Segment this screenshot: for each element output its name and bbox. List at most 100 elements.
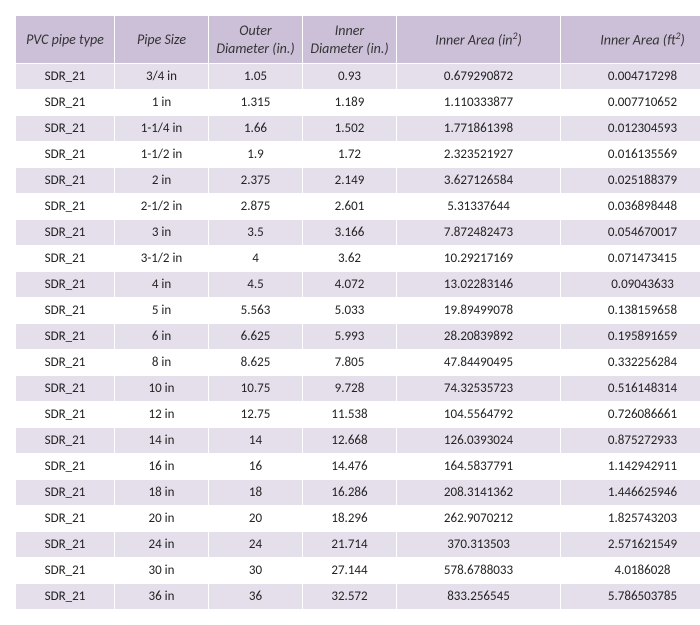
cell: 0.516148314 — [561, 376, 700, 402]
table-row: SDR_2120 in2018.296262.90702121.82574320… — [16, 506, 700, 532]
cell: 1.315 — [209, 90, 303, 116]
table-row: SDR_211-1/2 in1.91.722.3235219270.016135… — [16, 142, 700, 168]
cell: 10.75 — [209, 376, 303, 402]
table-row: SDR_218 in8.6257.80547.844904950.3322562… — [16, 350, 700, 376]
cell: 7.805 — [303, 350, 397, 376]
table-row: SDR_211 in1.3151.1891.1103338770.0077106… — [16, 90, 700, 116]
table-row: SDR_211-1/4 in1.661.5021.7718613980.0123… — [16, 116, 700, 142]
cell: 0.036898448 — [561, 194, 700, 220]
col-header-1: Pipe Size — [115, 16, 209, 64]
cell: 0.726086661 — [561, 402, 700, 428]
cell: 6.625 — [209, 324, 303, 350]
cell: 1.502 — [303, 116, 397, 142]
cell: SDR_21 — [16, 298, 115, 324]
col-header-3: Inner Diameter (in.) — [303, 16, 397, 64]
table-row: SDR_2130 in3027.144578.67880334.0186028 — [16, 558, 700, 584]
cell: 8.625 — [209, 350, 303, 376]
cell: 12.75 — [209, 402, 303, 428]
table-row: SDR_214 in4.54.07213.022831460.09043633 — [16, 272, 700, 298]
cell: 16 in — [115, 454, 209, 480]
cell: SDR_21 — [16, 454, 115, 480]
cell: 1 in — [115, 90, 209, 116]
cell: 3.5 — [209, 220, 303, 246]
cell: 5.786503785 — [561, 584, 700, 610]
cell: 0.138159658 — [561, 298, 700, 324]
cell: 2 in — [115, 168, 209, 194]
cell: SDR_21 — [16, 558, 115, 584]
cell: 24 in — [115, 532, 209, 558]
cell: SDR_21 — [16, 480, 115, 506]
cell: 1-1/4 in — [115, 116, 209, 142]
cell: 7.872482473 — [397, 220, 561, 246]
cell: 3-1/2 in — [115, 246, 209, 272]
cell: 11.538 — [303, 402, 397, 428]
col-header-4: Inner Area (in2) — [397, 16, 561, 64]
cell: 1.825743203 — [561, 506, 700, 532]
table-body: SDR_213/4 in1.050.930.6792908720.0047172… — [16, 64, 700, 610]
cell: SDR_21 — [16, 220, 115, 246]
cell: 6 in — [115, 324, 209, 350]
table-row: SDR_2114 in1412.668126.03930240.87527293… — [16, 428, 700, 454]
cell: 14 in — [115, 428, 209, 454]
cell: SDR_21 — [16, 532, 115, 558]
pvc-pipe-table: PVC pipe typePipe SizeOuter Diameter (in… — [15, 15, 700, 610]
cell: 2.571621549 — [561, 532, 700, 558]
cell: 3 in — [115, 220, 209, 246]
cell: SDR_21 — [16, 402, 115, 428]
cell: 19.89499078 — [397, 298, 561, 324]
cell: 10.29217169 — [397, 246, 561, 272]
cell: 0.054670017 — [561, 220, 700, 246]
cell: 578.6788033 — [397, 558, 561, 584]
cell: 47.84490495 — [397, 350, 561, 376]
table-row: SDR_216 in6.6255.99328.208398920.1958916… — [16, 324, 700, 350]
table-row: SDR_2118 in1816.286208.31413621.44662594… — [16, 480, 700, 506]
cell: 2-1/2 in — [115, 194, 209, 220]
cell: 14.476 — [303, 454, 397, 480]
cell: 2.375 — [209, 168, 303, 194]
cell: 4.0186028 — [561, 558, 700, 584]
cell: 1.72 — [303, 142, 397, 168]
cell: 0.332256284 — [561, 350, 700, 376]
col-header-2: Outer Diameter (in.) — [209, 16, 303, 64]
cell: 0.09043633 — [561, 272, 700, 298]
cell: 0.93 — [303, 64, 397, 90]
cell: 0.007710652 — [561, 90, 700, 116]
cell: 4.072 — [303, 272, 397, 298]
cell: 104.5564792 — [397, 402, 561, 428]
cell: 4.5 — [209, 272, 303, 298]
cell: 126.0393024 — [397, 428, 561, 454]
cell: 5.563 — [209, 298, 303, 324]
col-header-5: Inner Area (ft2) — [561, 16, 700, 64]
cell: SDR_21 — [16, 350, 115, 376]
cell: SDR_21 — [16, 64, 115, 90]
cell: 30 — [209, 558, 303, 584]
cell: 16.286 — [303, 480, 397, 506]
cell: 3.62 — [303, 246, 397, 272]
cell: 3.166 — [303, 220, 397, 246]
cell: 18 in — [115, 480, 209, 506]
cell: SDR_21 — [16, 272, 115, 298]
cell: 20 in — [115, 506, 209, 532]
cell: 18.296 — [303, 506, 397, 532]
cell: 164.5837791 — [397, 454, 561, 480]
cell: 8 in — [115, 350, 209, 376]
cell: 0.875272933 — [561, 428, 700, 454]
cell: 5 in — [115, 298, 209, 324]
cell: 30 in — [115, 558, 209, 584]
cell: 3/4 in — [115, 64, 209, 90]
col-header-0: PVC pipe type — [16, 16, 115, 64]
cell: SDR_21 — [16, 116, 115, 142]
cell: 0.004717298 — [561, 64, 700, 90]
table-row: SDR_213 in3.53.1667.8724824730.054670017 — [16, 220, 700, 246]
cell: 2.875 — [209, 194, 303, 220]
cell: SDR_21 — [16, 324, 115, 350]
cell: 0.016135569 — [561, 142, 700, 168]
cell: 14 — [209, 428, 303, 454]
cell: 0.071473415 — [561, 246, 700, 272]
cell: 1.189 — [303, 90, 397, 116]
cell: SDR_21 — [16, 142, 115, 168]
table-row: SDR_2136 in3632.572833.2565455.786503785 — [16, 584, 700, 610]
table-row: SDR_2110 in10.759.72874.325357230.516148… — [16, 376, 700, 402]
cell: 2.323521927 — [397, 142, 561, 168]
cell: 24 — [209, 532, 303, 558]
